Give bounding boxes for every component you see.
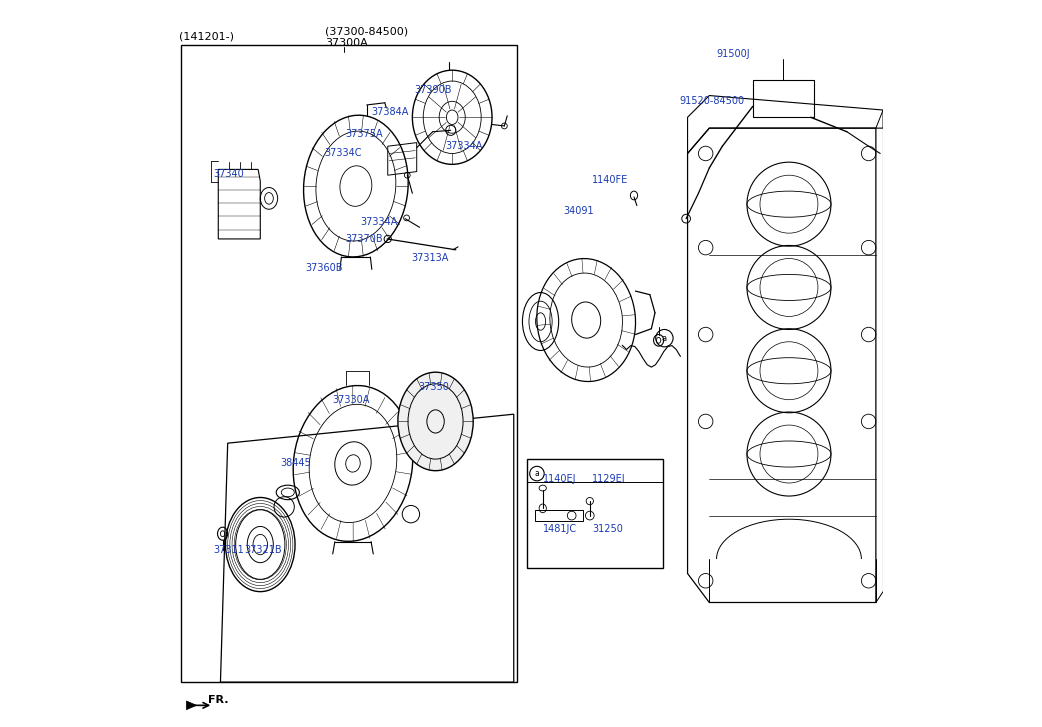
Ellipse shape [398,372,473,470]
Text: 37334A: 37334A [361,217,398,227]
Text: 37384A: 37384A [371,107,408,117]
Text: (37300-84500): (37300-84500) [325,27,408,37]
Text: FR.: FR. [208,695,228,705]
Text: 37311: 37311 [214,545,244,555]
Text: 1129EI: 1129EI [592,475,625,484]
Text: 37370B: 37370B [346,234,383,244]
Text: 37360B: 37360B [305,263,343,273]
Polygon shape [187,701,197,710]
Text: 37340: 37340 [214,169,244,179]
Text: 37375A: 37375A [346,129,383,139]
Text: 1140EJ: 1140EJ [543,475,576,484]
Text: 38445: 38445 [280,459,312,468]
Text: a: a [662,334,667,342]
Text: 31250: 31250 [592,523,623,534]
Text: 37390B: 37390B [414,85,451,95]
Bar [527,459,663,568]
Text: 37334A: 37334A [445,141,482,151]
Text: (141201-): (141201-) [179,31,234,41]
Text: 37321B: 37321B [244,545,282,555]
Text: 91500J: 91500J [717,49,750,59]
Text: 37300A: 37300A [325,39,368,49]
Text: 37313A: 37313A [411,254,448,263]
Bar [752,79,814,117]
Text: 1481JC: 1481JC [543,523,577,534]
Text: 37330A: 37330A [332,395,370,405]
Text: a: a [535,469,540,478]
Text: 91520-84500: 91520-84500 [679,97,744,106]
Bar [180,45,518,682]
Text: 37334C: 37334C [324,148,362,158]
Text: 37350: 37350 [418,382,449,392]
Text: 1140FE: 1140FE [592,174,628,185]
Text: 34091: 34091 [563,206,594,217]
